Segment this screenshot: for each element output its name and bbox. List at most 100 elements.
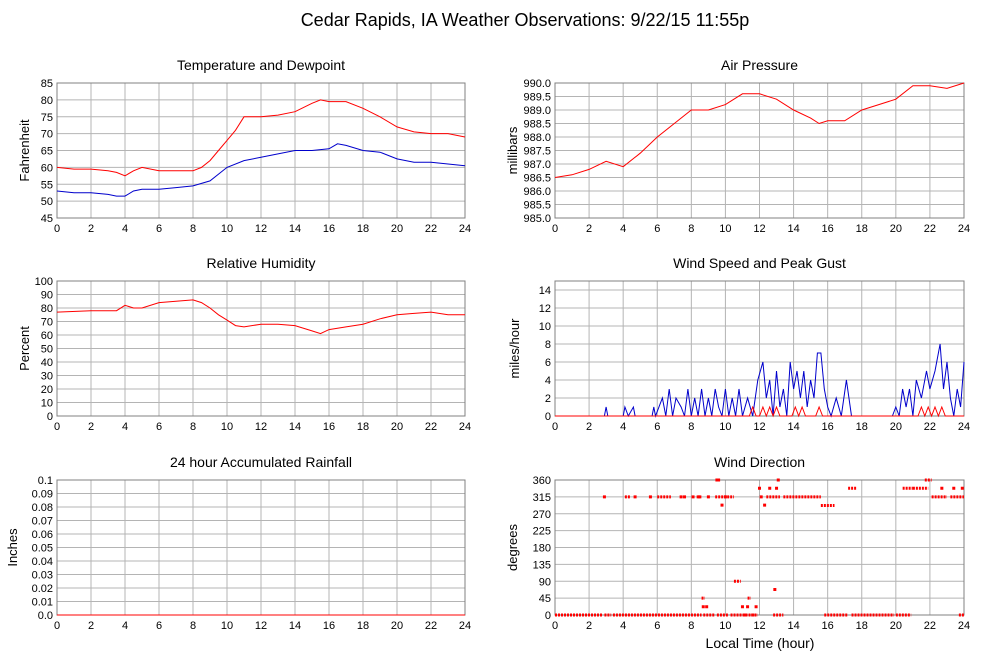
rh-x-tick-label: 20 xyxy=(391,421,403,433)
wdir-y-tick-label: 0 xyxy=(545,610,551,622)
temp-x-tick-label: 6 xyxy=(156,223,162,235)
pres-x-tick-label: 4 xyxy=(620,223,626,235)
pres-x-tick-label: 22 xyxy=(924,223,936,235)
pres-y-tick-label: 988.5 xyxy=(523,119,551,131)
rain-x-tick-label: 18 xyxy=(357,620,369,632)
rh-y-axis-label: Percent xyxy=(17,326,32,371)
temp-x-tick-label: 8 xyxy=(190,223,196,235)
wind-x-tick-label: 16 xyxy=(822,421,834,433)
rh-y-tick-label: 60 xyxy=(41,330,53,342)
wdir-direction-point xyxy=(773,588,777,591)
pres-x-tick-label: 16 xyxy=(822,223,834,235)
temp-x-tick-label: 20 xyxy=(391,223,403,235)
rain-x-tick-label: 20 xyxy=(391,620,403,632)
wdir-direction-point xyxy=(763,503,767,507)
temp-y-axis-label: Fahrenheit xyxy=(17,119,32,182)
temp-x-tick-label: 0 xyxy=(54,223,60,235)
wdir-y-tick-label: 315 xyxy=(533,492,551,504)
rh-y-tick-label: 80 xyxy=(41,303,53,315)
rh-y-tick-label: 100 xyxy=(35,276,53,288)
wind-y-tick-label: 14 xyxy=(539,285,551,297)
wdir-direction-point xyxy=(701,605,705,609)
temp-y-tick-label: 75 xyxy=(41,112,53,124)
rain-y-tick-label: 0.1 xyxy=(38,475,53,487)
rh-x-tick-label: 16 xyxy=(323,421,335,433)
wdir-direction-point xyxy=(602,495,606,499)
pres-x-tick-label: 14 xyxy=(787,223,799,235)
wind-x-tick-label: 8 xyxy=(688,421,694,433)
rh-x-tick-label: 0 xyxy=(54,421,60,433)
local-time-axis-label: Local Time (hour) xyxy=(706,635,815,651)
rh-series-line-0 xyxy=(56,299,465,335)
rh-y-tick-label: 40 xyxy=(41,357,53,369)
wdir-direction-point xyxy=(768,486,772,490)
pres-y-tick-label: 986.5 xyxy=(523,173,551,185)
rain-x-tick-label: 14 xyxy=(289,620,301,632)
wind-x-tick-label: 6 xyxy=(654,421,660,433)
pres-y-tick-label: 990.0 xyxy=(523,78,551,90)
temp-series-line-1 xyxy=(56,143,466,197)
pres-series-line-0 xyxy=(554,82,965,178)
wdir-y-tick-label: 135 xyxy=(533,559,551,571)
rain-x-tick-label: 22 xyxy=(425,620,437,632)
wdir-y-tick-label: 270 xyxy=(533,509,551,521)
wind-y-tick-label: 2 xyxy=(545,393,551,405)
wind-x-tick-label: 10 xyxy=(719,421,731,433)
wdir-direction-point xyxy=(960,486,964,490)
wind-y-tick-label: 12 xyxy=(539,303,551,315)
rain-chart-title: 24 hour Accumulated Rainfall xyxy=(170,454,352,470)
wdir-chart-title: Wind Direction xyxy=(714,454,805,470)
wdir-direction-point xyxy=(698,495,702,499)
rh-y-tick-label: 90 xyxy=(41,290,53,302)
temp-y-tick-label: 70 xyxy=(41,129,53,141)
wdir-x-tick-label: 22 xyxy=(924,620,936,632)
rh-chart-title: Relative Humidity xyxy=(207,255,316,271)
rain-y-axis-label: Inches xyxy=(5,528,20,567)
pres-x-tick-label: 20 xyxy=(890,223,902,235)
rain-y-tick-label: 0.03 xyxy=(32,570,53,582)
wind-x-tick-label: 24 xyxy=(958,421,970,433)
wdir-x-tick-label: 4 xyxy=(620,620,626,632)
wdir-x-tick-label: 8 xyxy=(688,620,694,632)
wdir-direction-point xyxy=(715,478,719,482)
rain-y-tick-label: 0.06 xyxy=(32,529,53,541)
wdir-direction-point xyxy=(691,495,695,499)
wdir-direction-point xyxy=(633,495,637,499)
temp-series-line-0 xyxy=(56,99,466,177)
temp-x-tick-label: 24 xyxy=(459,223,471,235)
rain-x-tick-label: 6 xyxy=(156,620,162,632)
temp-plot-frame xyxy=(56,82,466,219)
rh-y-tick-label: 70 xyxy=(41,317,53,329)
rain-x-tick-label: 2 xyxy=(88,620,94,632)
rain-x-tick-label: 8 xyxy=(190,620,196,632)
temp-y-tick-label: 80 xyxy=(41,95,53,107)
pres-x-tick-label: 6 xyxy=(654,223,660,235)
wdir-direction-point xyxy=(742,613,746,617)
pres-y-tick-label: 985.5 xyxy=(523,200,551,212)
rh-y-tick-label: 20 xyxy=(41,384,53,396)
wdir-direction-point xyxy=(776,478,780,482)
rh-x-tick-label: 6 xyxy=(156,421,162,433)
pres-x-tick-label: 12 xyxy=(753,223,765,235)
rh-x-tick-label: 14 xyxy=(289,421,301,433)
wdir-x-tick-label: 10 xyxy=(719,620,731,632)
wdir-x-tick-label: 16 xyxy=(822,620,834,632)
wdir-y-axis-label: degrees xyxy=(505,524,520,571)
rain-y-tick-label: 0.08 xyxy=(32,502,53,514)
rh-y-tick-label: 30 xyxy=(41,371,53,383)
rain-y-tick-label: 0.0 xyxy=(38,610,53,622)
wind-x-tick-label: 20 xyxy=(890,421,902,433)
rh-x-tick-label: 22 xyxy=(425,421,437,433)
rh-x-tick-label: 12 xyxy=(255,421,267,433)
wind-y-tick-label: 0 xyxy=(545,411,551,423)
wdir-x-tick-label: 0 xyxy=(552,620,558,632)
pres-x-tick-label: 24 xyxy=(958,223,970,235)
wdir-plot-frame xyxy=(554,479,965,616)
wind-x-tick-label: 2 xyxy=(586,421,592,433)
rain-x-tick-label: 12 xyxy=(255,620,267,632)
